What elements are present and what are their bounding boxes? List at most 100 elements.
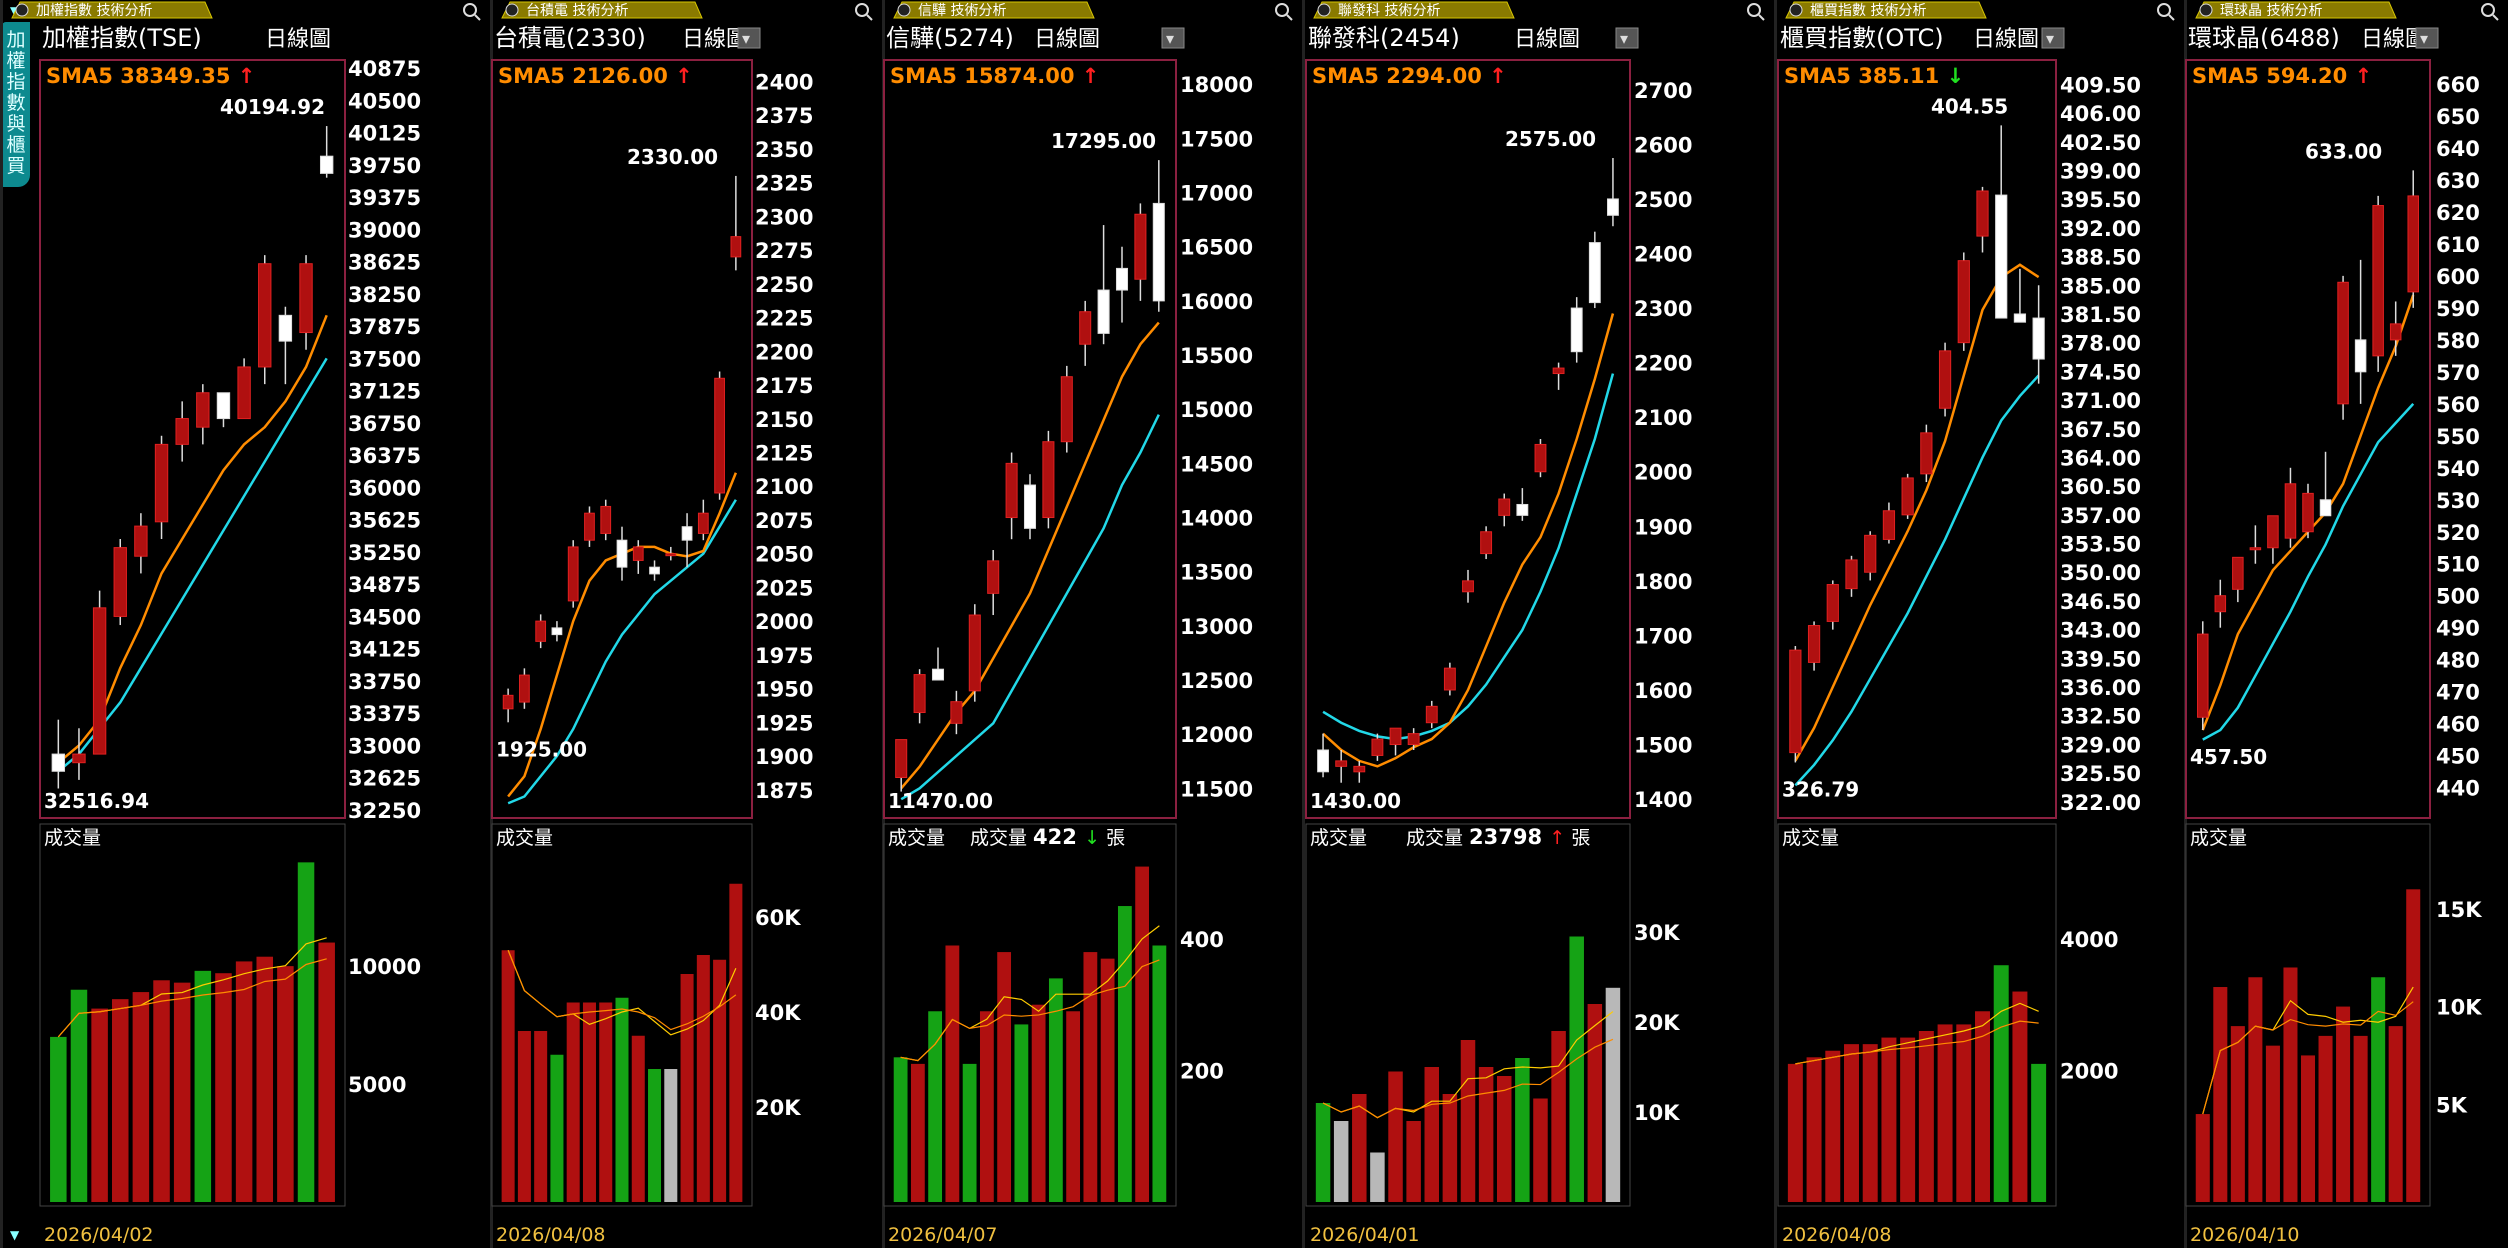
price-tick-label: 2325 xyxy=(755,172,813,196)
volume-tick-label: 60K xyxy=(755,906,801,930)
candle xyxy=(681,526,693,541)
volume-bar xyxy=(615,997,629,1202)
chart-type-label: 日線圖 xyxy=(265,27,331,52)
sma-value: 2126.00 xyxy=(572,64,675,88)
sma20-line xyxy=(507,499,737,805)
price-plot-frame xyxy=(39,59,346,819)
volume-ma10-line xyxy=(1795,1020,2039,1065)
price-tick-label: 336.00 xyxy=(2060,676,2141,700)
candle xyxy=(278,314,293,342)
price-tick-label: 2250 xyxy=(755,273,813,297)
price-plot-frame xyxy=(1777,59,2057,819)
candle xyxy=(1335,760,1348,767)
price-tick-label: 520 xyxy=(2436,521,2480,545)
volume-bar xyxy=(1152,945,1167,1202)
volume-value: 422 xyxy=(1033,825,1084,849)
volume-unit: 張 xyxy=(1565,827,1590,849)
candle xyxy=(1957,260,1970,344)
price-tick-label: 402.50 xyxy=(2060,131,2141,155)
chart-title: 信驊(5274) xyxy=(886,24,1014,52)
price-tick-label: 2000 xyxy=(1634,461,1692,485)
candle xyxy=(600,505,612,534)
arrow-up-icon: ↑ xyxy=(2355,64,2373,88)
chevron-down-icon: ▾ xyxy=(2046,29,2054,48)
volume-bar xyxy=(215,973,232,1202)
price-tick-label: 364.00 xyxy=(2060,446,2141,470)
sidebar-tab[interactable]: 加權指數與櫃買 xyxy=(2,22,30,187)
price-tick-label: 550 xyxy=(2436,425,2480,449)
volume-bar xyxy=(1014,1024,1029,1202)
candle xyxy=(1845,559,1858,590)
low-price-label: 11470.00 xyxy=(888,789,993,813)
candle xyxy=(632,546,644,561)
volume-bar xyxy=(1862,1044,1878,1202)
candle xyxy=(649,566,660,575)
volume-bar xyxy=(297,862,315,1202)
price-tick-label: 12500 xyxy=(1180,669,1253,693)
arrow-up-icon: ↑ xyxy=(1489,64,1507,88)
candle xyxy=(2232,556,2244,590)
candle xyxy=(1480,531,1493,555)
candle xyxy=(51,753,66,772)
volume-prefix: 成交量 xyxy=(970,827,1033,849)
candle xyxy=(72,753,86,764)
price-tick-label: 350.00 xyxy=(2060,561,2141,585)
sma-name: SMA5 xyxy=(1312,64,1386,88)
volume-bar xyxy=(1937,1024,1953,1202)
price-tick-label: 660 xyxy=(2436,73,2480,97)
price-tick-label: 14500 xyxy=(1180,452,1253,476)
candle xyxy=(1516,503,1529,516)
chart-type-dropdown xyxy=(2415,27,2439,49)
volume-bar xyxy=(2353,1035,2368,1202)
arrow-down-icon: ↓ xyxy=(1084,827,1100,849)
chevron-down-icon: ▾ xyxy=(742,29,750,48)
chevron-down-icon[interactable]: ▼ xyxy=(10,1228,20,1242)
chevron-down-icon[interactable]: ▼ xyxy=(10,4,20,18)
price-tick-label: 560 xyxy=(2436,393,2480,417)
volume-bar xyxy=(2265,1045,2280,1202)
price-tick-label: 392.00 xyxy=(2060,217,2141,241)
candle xyxy=(1152,202,1165,302)
high-price-label: 2575.00 xyxy=(1505,127,1596,151)
date-label: 2026/04/10 xyxy=(2190,1224,2300,1246)
price-plot-frame xyxy=(883,59,1177,819)
volume-bar xyxy=(1135,866,1150,1202)
volume-bar xyxy=(153,980,170,1202)
price-tick-label: 36750 xyxy=(348,412,421,436)
minimize-icon xyxy=(505,3,519,17)
volume-prefix: 成交量 xyxy=(1406,827,1469,849)
price-tick-label: 39000 xyxy=(348,218,421,242)
low-price-label: 326.79 xyxy=(1782,777,1859,801)
price-tick-label: 500 xyxy=(2436,585,2480,609)
sma-name: SMA5 xyxy=(46,64,120,88)
candle xyxy=(895,739,908,779)
candle xyxy=(2354,339,2367,373)
candle xyxy=(931,668,945,681)
price-tick-label: 1400 xyxy=(1634,788,1692,812)
volume-readout: 成交量 23798 ↑ 張 xyxy=(1406,825,1590,849)
candle xyxy=(551,627,563,636)
volume-bar xyxy=(1352,1094,1367,1202)
candle xyxy=(502,694,514,710)
candle xyxy=(1864,534,1877,573)
price-plot-frame xyxy=(2185,59,2431,819)
price-tick-label: 1900 xyxy=(1634,515,1692,539)
price-tick-label: 38625 xyxy=(348,251,421,275)
sma-label: SMA5 38349.35 ↑ xyxy=(46,64,255,88)
sma20-line xyxy=(900,414,1160,801)
volume-bar xyxy=(648,1069,662,1202)
price-tick-label: 34125 xyxy=(348,638,421,662)
volume-bar xyxy=(1117,906,1132,1202)
panel-separator xyxy=(0,0,3,1248)
candle xyxy=(1407,733,1420,746)
sma-label: SMA5 2294.00 ↑ xyxy=(1312,64,1507,88)
zoom-icon-handle xyxy=(2492,14,2499,21)
arrow-down-icon: ↓ xyxy=(1947,64,1965,88)
volume-tick-label: 400 xyxy=(1180,928,1224,952)
volume-bar xyxy=(550,1054,564,1202)
price-tick-label: 480 xyxy=(2436,649,2480,673)
price-tick-label: 360.50 xyxy=(2060,475,2141,499)
volume-tick-label: 10K xyxy=(1634,1101,1680,1125)
price-tick-label: 385.00 xyxy=(2060,274,2141,298)
